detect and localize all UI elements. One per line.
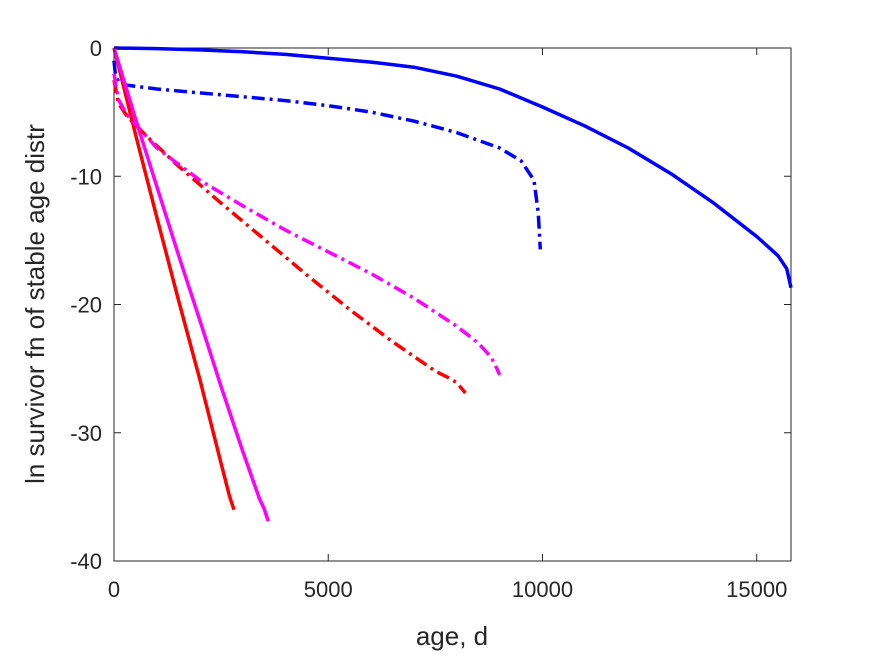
x-tick-label: 15000 — [726, 577, 787, 602]
plot-area — [113, 47, 792, 562]
series-line-6 — [112, 73, 502, 376]
ticks-layer: 0 5000 10000 15000 0 -10 -20 -30 -40 — [70, 36, 791, 602]
y-tick-label: -30 — [70, 421, 102, 446]
y-axis-label: ln survivor fn of stable age distr — [20, 124, 50, 484]
y-tick-label: -20 — [70, 293, 102, 318]
x-axis-label: age, d — [416, 621, 488, 651]
series-line-1 — [113, 46, 793, 289]
series-line-5 — [112, 79, 467, 395]
x-tick-label: 5000 — [304, 577, 353, 602]
y-tick-label: -10 — [70, 164, 102, 189]
series-layer — [112, 46, 793, 522]
x-tick-label: 10000 — [512, 577, 573, 602]
y-tick-label: -40 — [70, 549, 102, 574]
series-line-4 — [112, 47, 270, 522]
y-tick-label: 0 — [90, 36, 102, 61]
series-line-3 — [112, 47, 236, 511]
x-tick-label: 0 — [108, 577, 120, 602]
